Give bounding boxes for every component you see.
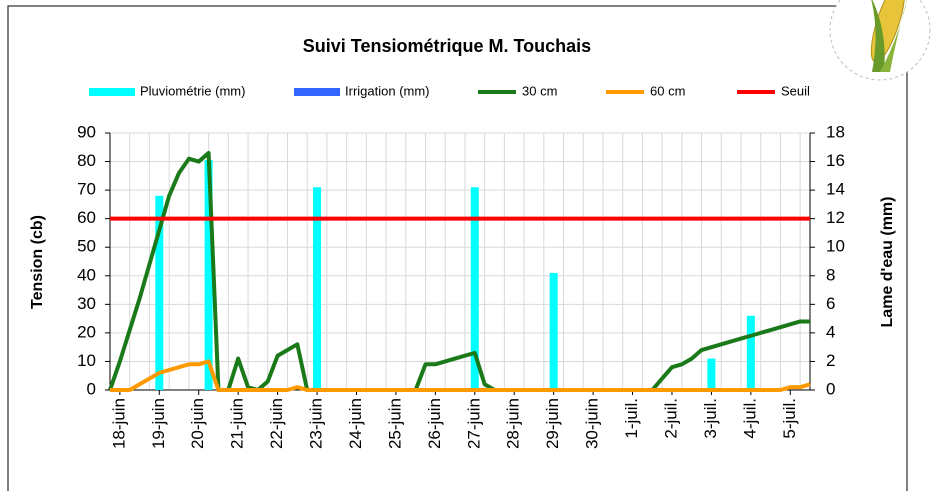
x-tick-label: 2-juil. [661, 398, 680, 439]
y2-tick-label: 14 [826, 180, 845, 199]
bar [707, 359, 715, 390]
chart-frame [8, 6, 907, 491]
y2-tick-label: 2 [826, 351, 835, 370]
x-tick-label: 26-juin [425, 398, 444, 449]
x-tick-label: 28-juin [504, 398, 523, 449]
y2-tick-label: 16 [826, 151, 845, 170]
y-tick-label: 50 [77, 237, 96, 256]
x-tick-label: 29-juin [543, 398, 562, 449]
y-tick-label: 30 [77, 294, 96, 313]
legend-swatch [88, 87, 136, 97]
x-tick-label: 22-juin [267, 398, 286, 449]
y2-tick-label: 6 [826, 294, 835, 313]
x-tick-label: 30-juin [583, 398, 602, 449]
x-tick-label: 18-juin [109, 398, 128, 449]
legend-label: Pluviométrie (mm) [140, 83, 245, 98]
y-axis-title: Tension (cb) [29, 215, 46, 309]
y-tick-label: 40 [77, 265, 96, 284]
y-tick-label: 70 [77, 180, 96, 199]
x-tick-label: 25-juin [385, 398, 404, 449]
y2-tick-label: 10 [826, 237, 845, 256]
y2-tick-label: 8 [826, 265, 835, 284]
legend-label: 30 cm [522, 83, 557, 98]
x-tick-label: 21-juin [228, 398, 247, 449]
bar [550, 273, 558, 390]
y2-tick-label: 0 [826, 379, 835, 398]
y-tick-label: 90 [77, 122, 96, 141]
y2-tick-label: 4 [826, 322, 835, 341]
x-tick-label: 5-juil. [780, 398, 799, 439]
x-tick-label: 3-juil. [701, 398, 720, 439]
y2-tick-label: 18 [826, 122, 845, 141]
y-tick-label: 60 [77, 208, 96, 227]
legend-swatch [293, 87, 341, 97]
x-tick-label: 1-juil. [622, 398, 641, 439]
y-tick-label: 10 [77, 351, 96, 370]
x-tick-label: 4-juil. [740, 398, 759, 439]
legend-label: 60 cm [650, 83, 685, 98]
legend-label: Irrigation (mm) [345, 83, 430, 98]
chart: Suivi Tensiométrique M. Touchais Tension… [0, 0, 932, 491]
y-tick-label: 80 [77, 151, 96, 170]
y-tick-label: 20 [77, 322, 96, 341]
x-tick-label: 19-juin [149, 398, 168, 449]
x-tick-label: 20-juin [188, 398, 207, 449]
legend-label: Seuil [781, 83, 810, 98]
y2-tick-label: 12 [826, 208, 845, 227]
y-tick-label: 0 [87, 379, 96, 398]
bar [747, 316, 755, 390]
chart-title: Suivi Tensiométrique M. Touchais [303, 36, 591, 56]
x-tick-label: 24-juin [346, 398, 365, 449]
x-tick-label: 23-juin [307, 398, 326, 449]
y2-axis-title: Lame d'eau (mm) [879, 197, 896, 328]
x-tick-label: 27-juin [464, 398, 483, 449]
